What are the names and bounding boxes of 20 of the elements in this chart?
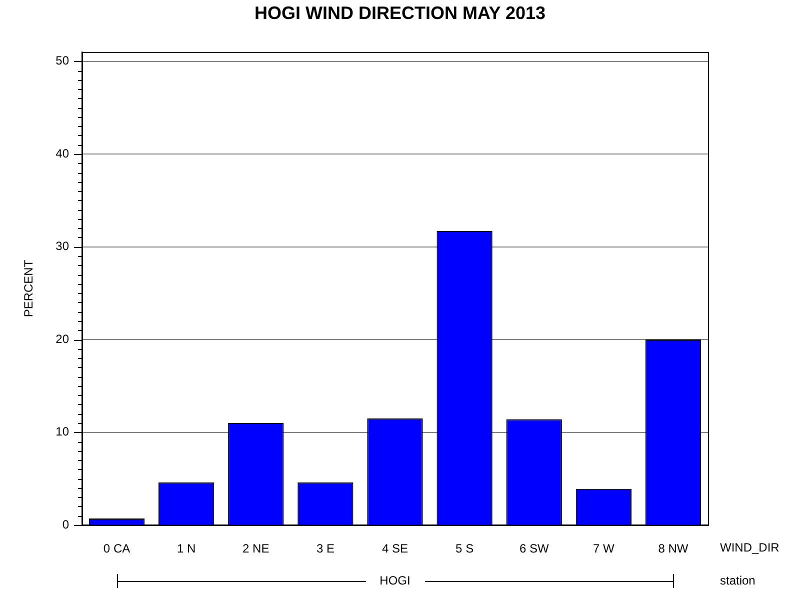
x-tick-label: 3 E bbox=[316, 542, 334, 556]
y-tick-label: 50 bbox=[56, 54, 70, 68]
y-tick-label: 0 bbox=[62, 517, 70, 532]
x-tick-label: 6 SW bbox=[519, 542, 550, 556]
text: HOGI bbox=[380, 573, 410, 588]
x-tick-label: 8 NW bbox=[658, 542, 689, 556]
x-axis-title: WIND_DIR bbox=[720, 540, 780, 554]
chart-title: HOGI WIND DIRECTION MAY 2013 bbox=[254, 2, 546, 23]
y-tick-label: 40 bbox=[56, 146, 70, 160]
x-tick-label: 7 W bbox=[592, 542, 616, 556]
text: station bbox=[720, 573, 756, 588]
y-tick-label: 20 bbox=[56, 332, 70, 346]
x-tick-label: 2 NE bbox=[242, 542, 270, 556]
y-tick-label: 30 bbox=[56, 239, 70, 254]
x-tick-label: 0 CA bbox=[103, 542, 130, 556]
x-tick-label: 5 S bbox=[456, 542, 474, 556]
y-axis-title: PERCENT bbox=[22, 259, 36, 318]
y-tick-label: 10 bbox=[56, 424, 70, 439]
x-tick-label: 1 N bbox=[176, 542, 196, 556]
x-tick-label: 4 SE bbox=[382, 542, 408, 556]
